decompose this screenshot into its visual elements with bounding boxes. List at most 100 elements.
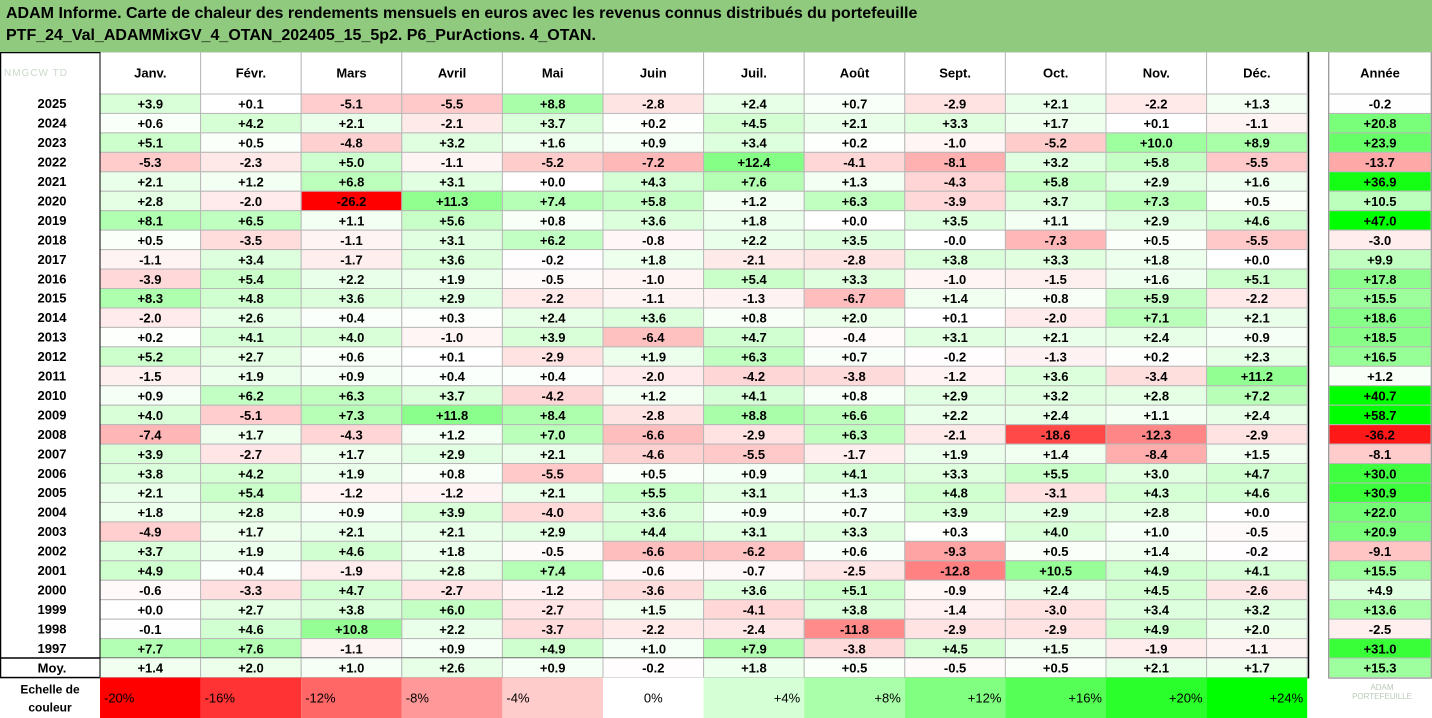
heatmap-cell-value: +1.8 [1143,252,1169,267]
heatmap-cell-value: +4.1 [741,388,767,403]
heatmap-cell-value: -2.1 [441,116,463,131]
heatmap-cell-value: +7.6 [741,175,767,190]
heatmap-cell-value: +3.6 [741,583,767,598]
heatmap-cell-value: +2.1 [339,525,365,540]
average-cell-value: +1.8 [741,661,767,676]
heatmap-cell-value: +2.6 [238,311,264,326]
heatmap-cell-value: +3.6 [640,505,666,520]
heatmap-cell-value: +8.8 [741,408,767,423]
heatmap-cell-value: +3.8 [137,466,163,481]
heatmap-cell-value: +3.9 [137,447,163,462]
heatmap-cell-value: +0.3 [439,311,465,326]
heatmap-cell-value: +4.6 [1244,486,1270,501]
month-header-label: Août [840,66,870,81]
annual-cell-value: +23.9 [1364,136,1397,151]
heatmap-cell-value: +1.7 [339,447,365,462]
heatmap-cell-value: +1.2 [439,427,465,442]
month-header-cell [501,52,604,95]
scale-swatch-label: +8% [874,690,901,705]
heatmap-cell-value: +3.3 [1043,252,1069,267]
heatmap-cell-value: -1.9 [1145,641,1167,656]
heatmap-cell-value: +4.5 [942,641,968,656]
row-year-label: 2024 [38,116,68,131]
heatmap-cell-value: -0.0 [944,233,966,248]
heatmap-cell-value: +4.5 [741,116,767,131]
heatmap-cell-value: +1.9 [942,447,968,462]
month-header-label: Mai [542,66,564,81]
heatmap-cell-value: +2.1 [540,486,566,501]
heatmap-cell-value: -2.9 [944,622,966,637]
heatmap-cell-value: +3.1 [741,486,767,501]
heatmap-cell-value: -1.3 [1044,350,1066,365]
heatmap-cell-value: -7.4 [139,427,162,442]
heatmap-cell-value: +8.3 [137,291,163,306]
heatmap-cell-value: +5.5 [1043,466,1069,481]
heatmap-cell-value: -1.1 [139,252,161,267]
heatmap-cell-value: +1.0 [1143,525,1169,540]
annual-cell-value: -13.7 [1365,155,1395,170]
heatmap-cell-value: +4.4 [640,525,666,540]
heatmap-cell-value: +3.6 [640,311,666,326]
scale-swatch [1206,677,1308,718]
heatmap-cell-value: -2.9 [743,427,765,442]
heatmap-cell-value: +3.2 [439,136,465,151]
heatmap-cell-value: +3.4 [741,136,767,151]
annual-cell-value: -8.1 [1369,447,1391,462]
heatmap-cell-value: +7.9 [741,641,767,656]
heatmap-cell-value: -2.8 [642,408,664,423]
heatmap-cell-value: +3.8 [339,602,365,617]
heatmap-cell-value: -1.2 [944,369,966,384]
heatmap-cell-value: -5.5 [743,447,765,462]
annual-header-label: Année [1360,66,1400,81]
heatmap-cell-value: -4.1 [743,602,765,617]
heatmap-cell-value: +0.7 [842,350,868,365]
heatmap-cell-value: +1.4 [942,291,968,306]
average-cell-value: +2.0 [238,661,264,676]
heatmap-cell-value: +1.1 [1143,408,1169,423]
heatmap-cell-value: -1.2 [441,486,463,501]
heatmap-cell-value: +1.6 [1244,175,1270,190]
heatmap-cell-value: +4.3 [640,175,666,190]
month-header-label: Oct. [1043,66,1068,81]
heatmap-cell-value: -1.0 [642,272,664,287]
annual-cell-value: +18.6 [1364,311,1397,326]
row-year-label: 2005 [38,485,67,500]
row-year-label: 2017 [38,252,67,267]
heatmap-cell-value: -3.9 [944,194,966,209]
heatmap-cell-value: +1.9 [238,369,264,384]
heatmap-cell-value: -4.6 [642,447,664,462]
heatmap-cell-value: +1.4 [1043,447,1069,462]
average-cell-value: +2.1 [1143,661,1169,676]
heatmap-cell-value: +6.3 [741,350,767,365]
annual-cell-value: +10.5 [1364,194,1397,209]
heatmap-cell-value: +2.8 [1143,505,1169,520]
heatmap-cell-value: -8.1 [944,155,966,170]
annual-cell-value: -36.2 [1365,427,1395,442]
annual-cell-value: +16.5 [1364,350,1397,365]
heatmap-cell-value: +7.2 [1244,388,1270,403]
heatmap-cell-value: +0.4 [339,311,365,326]
annual-cell-value: +20.8 [1364,116,1397,131]
heatmap-cell-value: -5.5 [541,466,563,481]
heatmap-cell-value: +2.4 [540,311,566,326]
heatmap-cell-value: +4.6 [1244,213,1270,228]
heatmap-cell-value: +0.1 [1143,116,1169,131]
scale-swatch-label: -4% [506,690,530,705]
average-cell-value: +0.9 [540,661,566,676]
heatmap-cell-value: +0.5 [238,136,264,151]
heatmap-cell-value: +6.8 [339,175,365,190]
heatmap-cell-value: +10.8 [335,622,368,637]
heatmap-cell-value: +8.9 [1244,136,1270,151]
heatmap-cell-value: +1.2 [741,194,767,209]
row-year-label: 2018 [38,232,67,247]
heatmap-cell-value: -6.2 [743,544,765,559]
heatmap-cell-value: +5.8 [640,194,666,209]
heatmap-cell-value: +2.8 [137,194,163,209]
annual-cell-value: +15.5 [1364,564,1397,579]
heatmap-cell-value: +1.9 [238,544,264,559]
heatmap-cell-value: +5.8 [1043,175,1069,190]
heatmap-cell-value: +3.9 [540,330,566,345]
heatmap-cell-value: -3.8 [843,369,865,384]
heatmap-cell-value: +0.9 [137,388,163,403]
heatmap-cell-value: -7.3 [1044,233,1066,248]
